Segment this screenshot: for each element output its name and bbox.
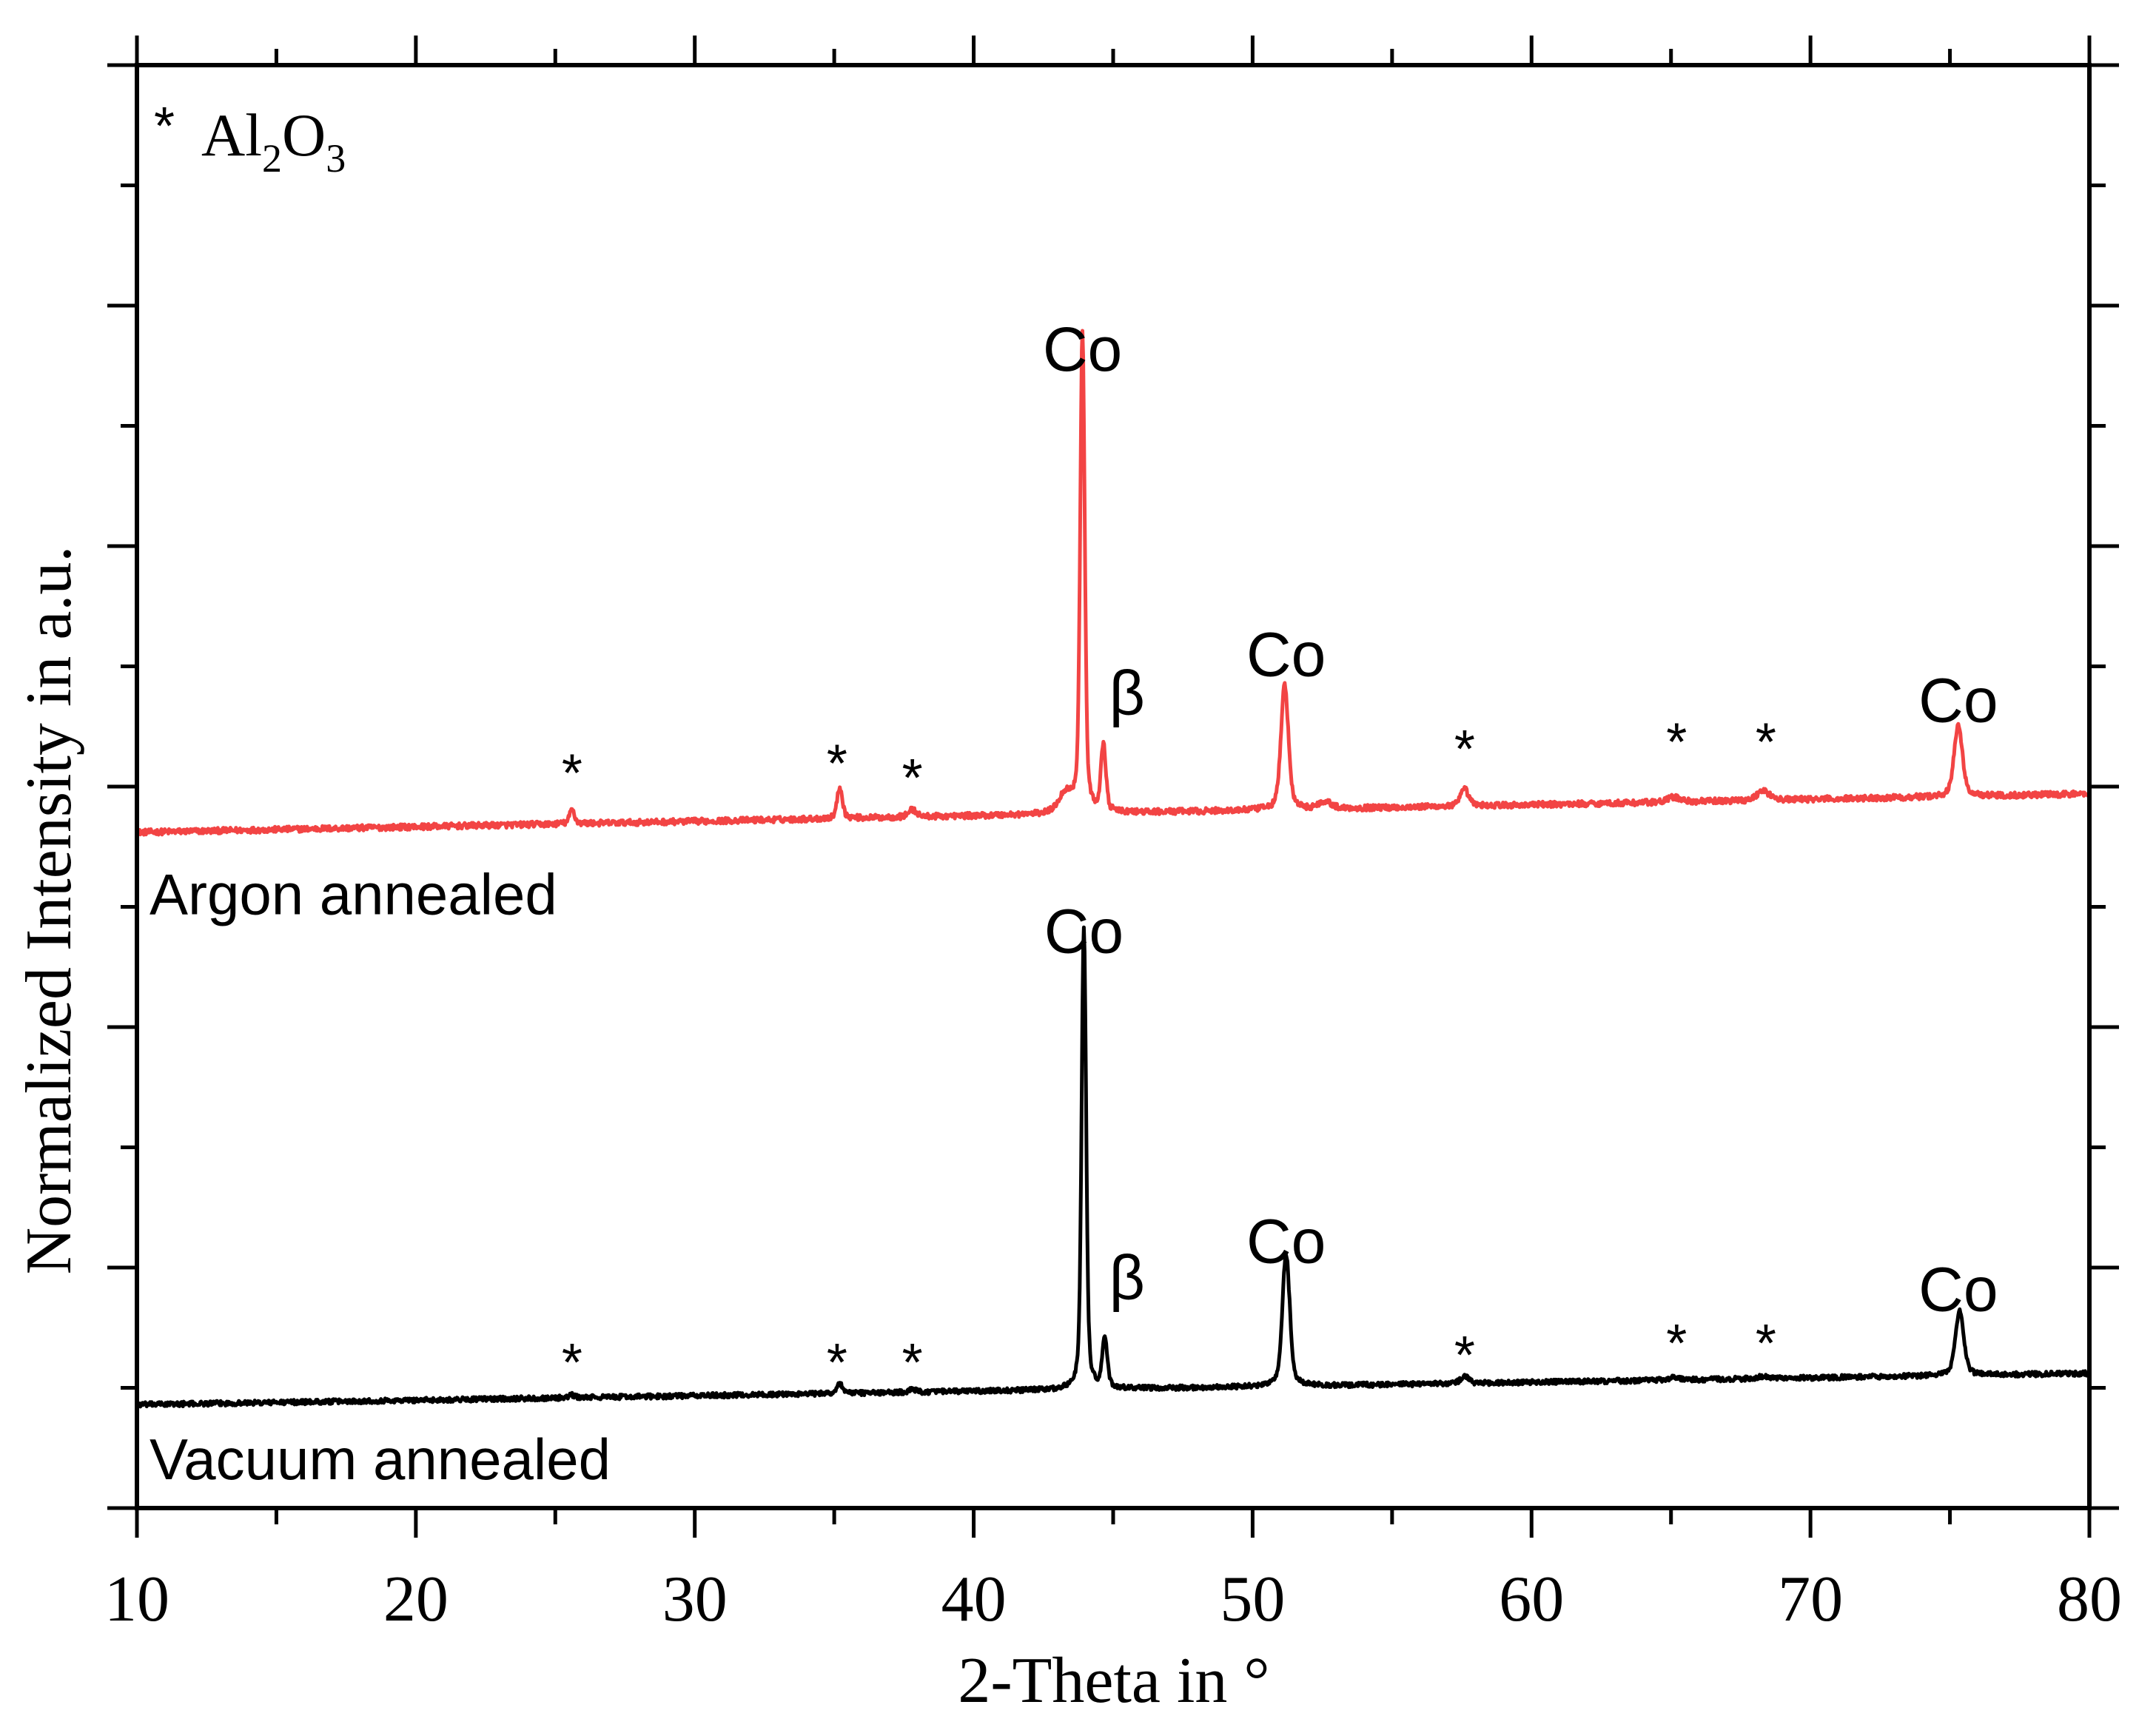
al2o3-star-marker: *: [1666, 1314, 1687, 1373]
x-tick-label: 50: [1220, 1564, 1285, 1635]
series-layer: [135, 329, 2092, 1409]
legend-label: Al2O3: [201, 101, 346, 181]
phase-label: Co: [1918, 665, 1998, 735]
phase-label: Co: [1246, 620, 1326, 690]
phase-label: β: [1109, 1242, 1145, 1312]
legend-o: O: [282, 101, 326, 169]
x-tick-label: 20: [383, 1564, 449, 1635]
phase-label: β: [1109, 659, 1145, 728]
legend-marker: *: [154, 97, 175, 156]
al2o3-star-marker: *: [827, 1333, 847, 1393]
argon-annealed-pattern: [135, 329, 2092, 837]
al2o3-star-marker: *: [562, 1333, 582, 1393]
phase-label: Co: [1918, 1255, 1998, 1325]
x-tick-label: 10: [104, 1564, 169, 1635]
legend-al: Al: [201, 101, 262, 169]
legend-sub-3: 3: [326, 136, 346, 181]
al2o3-star-marker: *: [827, 735, 847, 794]
x-tick-label: 40: [941, 1564, 1007, 1635]
phase-label: Co: [1043, 314, 1122, 384]
al2o3-star-marker: *: [1666, 713, 1687, 772]
al2o3-star-marker: *: [1756, 713, 1776, 772]
al2o3-star-marker: *: [1454, 720, 1475, 779]
legend: * Al2O3: [154, 97, 346, 181]
al2o3-star-marker: *: [1756, 1314, 1776, 1373]
phase-label: Co: [1246, 1207, 1326, 1276]
x-axis-label: 2-Theta in °: [958, 1645, 1269, 1716]
series-label: Vacuum annealed: [150, 1427, 611, 1492]
al2o3-star-marker: *: [902, 1333, 923, 1393]
y-axis-label: Normalized Intensity in a.u.: [13, 546, 85, 1275]
al2o3-star-marker: *: [902, 749, 923, 808]
vacuum-annealed-pattern: [135, 925, 2091, 1409]
phase-label: Co: [1044, 896, 1124, 966]
x-tick-label: 60: [1499, 1564, 1564, 1635]
series-label: Argon annealed: [150, 861, 557, 926]
al2o3-star-marker: *: [1454, 1326, 1475, 1385]
al2o3-star-marker: *: [562, 744, 582, 804]
tick-layer: 10 20 30 40 50 60 70 80: [104, 36, 2122, 1635]
legend-sub-2: 2: [262, 136, 282, 181]
x-tick-label: 80: [2057, 1564, 2122, 1635]
x-tick-label: 30: [662, 1564, 728, 1635]
x-tick-label: 70: [1778, 1564, 1843, 1635]
